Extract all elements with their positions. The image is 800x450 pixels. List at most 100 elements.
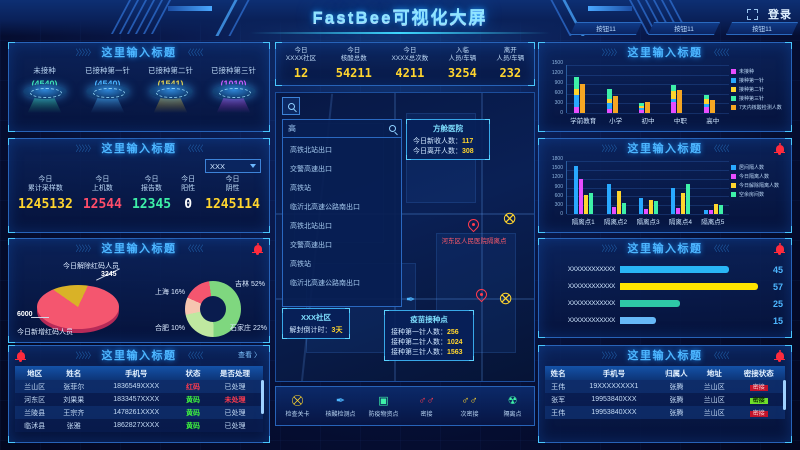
bar[interactable] — [584, 194, 589, 214]
vaccination-pod[interactable]: 未接种 (4540) 5% — [15, 65, 75, 113]
search-result-item[interactable]: 高铁站 — [290, 261, 311, 268]
search-result-item[interactable]: 临沂北高速公路南出口 — [290, 204, 360, 211]
hbar-row[interactable]: XXXXXXXXXXXX 57 — [547, 278, 783, 295]
search-result-item[interactable]: 高铁北站出口 — [290, 147, 332, 154]
legend-item-supplies[interactable]: ▣ 防疫物资点 — [364, 395, 404, 418]
bar[interactable] — [676, 207, 681, 214]
header-tab-3[interactable]: 按钮11 — [726, 22, 798, 35]
bar-group[interactable] — [638, 198, 658, 214]
table-row[interactable]: 兰陵县 王宗齐 1478261XXXX 黄码 已处理 — [15, 406, 263, 419]
login-button[interactable]: 登录 — [768, 9, 792, 21]
bar-group[interactable] — [703, 204, 723, 214]
hospital-info-card[interactable]: 方舱医院 今日新收人数：117 今日离开人数：308 — [406, 119, 490, 160]
header-tab-2[interactable]: 按钮11 — [648, 22, 720, 35]
alarm-bell-icon[interactable] — [774, 243, 785, 255]
table-row[interactable]: 王伟 19953840XXX 张腾 兰山区 密接 — [545, 406, 785, 419]
hbar-row[interactable]: XXXXXXXXXXXX 15 — [547, 312, 783, 329]
search-result-item[interactable]: 临沂北高速公路南出口 — [290, 280, 360, 287]
bar[interactable] — [686, 183, 691, 214]
vaccination-pod[interactable]: 已接种第一针 (4540) 70% — [78, 65, 138, 113]
bar-group[interactable] — [606, 183, 626, 214]
table-row[interactable]: 临沭县 张雅 1862827XXXX 黄码 已处理 — [15, 419, 263, 432]
bar-group[interactable] — [703, 94, 715, 113]
checkpoint-flag-icon[interactable]: ⛒ — [504, 213, 516, 225]
legend-entry[interactable]: 接种第三针 — [731, 94, 785, 103]
bar[interactable] — [606, 89, 612, 113]
map-view[interactable]: 高 高铁北站出口 交警高速出口 高铁站 临沂北高速公路南出口 高铁北站出口 交警… — [275, 92, 535, 382]
search-result-item[interactable]: 高铁站 — [290, 185, 311, 192]
bar-group[interactable] — [671, 85, 683, 113]
bar[interactable] — [653, 200, 658, 214]
bar[interactable] — [718, 205, 723, 214]
table-row[interactable]: 兰山区 张菲尔 1836549XXXX 红码 已处理 — [15, 380, 263, 393]
search-result-item[interactable]: 交警高速出口 — [290, 242, 332, 249]
search-icon[interactable] — [389, 125, 396, 132]
header-tab-1[interactable]: 按钮11 — [570, 22, 642, 35]
legend-item-checkpoint[interactable]: ⛒ 检查关卡 — [278, 395, 318, 418]
bar[interactable] — [616, 191, 621, 214]
vaccination-pod[interactable]: 已接种第三针 (1010) 15% — [204, 65, 264, 113]
bar[interactable] — [709, 99, 715, 113]
search-result-item[interactable]: 高铁北站出口 — [290, 223, 332, 230]
bar[interactable] — [708, 210, 713, 214]
table-row[interactable]: 张军 19953840XXX 张腾 兰山区 密接 — [545, 393, 785, 406]
search-input[interactable]: 高 — [288, 124, 296, 133]
legend-item-secondary-contact[interactable]: ♂♂ 次密接 — [450, 395, 490, 418]
legend-item-quarantine[interactable]: ☢ 隔离点 — [493, 395, 533, 418]
alarm-bell-icon[interactable] — [15, 350, 26, 362]
alarm-bell-icon[interactable] — [252, 243, 263, 255]
legend-entry[interactable]: 7天内核酸检测人数 — [731, 103, 785, 112]
table-row[interactable]: 河东区 刘果果 1833457XXXX 黄码 未处理 — [15, 393, 263, 406]
bar-group[interactable] — [574, 166, 594, 214]
bar-group[interactable] — [638, 102, 650, 113]
bar[interactable] — [644, 102, 650, 113]
hbar-row[interactable]: XXXXXXXXXXXX 45 — [547, 261, 783, 278]
checkpoint-flag-icon[interactable]: ⛒ — [500, 293, 512, 305]
bar[interactable] — [703, 209, 708, 214]
legend-entry[interactable]: 居间隔人数 — [731, 163, 785, 172]
legend-item-test-site[interactable]: ✒ 核酸检测点 — [321, 395, 361, 418]
bar[interactable] — [681, 192, 686, 214]
bar[interactable] — [643, 208, 648, 214]
legend-entry[interactable]: 未接种 — [731, 67, 785, 76]
test-site-icon[interactable]: ✒ — [406, 294, 416, 306]
vaccination-pod[interactable]: 已接种第二针 (1541) 10% — [141, 65, 201, 113]
map-pin-secondary[interactable] — [473, 286, 490, 303]
alarm-bell-icon[interactable] — [774, 350, 785, 362]
bar[interactable] — [703, 94, 709, 113]
bar[interactable] — [677, 89, 683, 113]
bar[interactable] — [612, 95, 618, 113]
hbar-row[interactable]: XXXXXXXXXXXX 25 — [547, 295, 783, 312]
map-pin-quarantine[interactable] — [465, 216, 482, 233]
community-card[interactable]: XXX社区 解封倒计时：3天 — [282, 308, 350, 339]
map-search-box[interactable]: 高 — [283, 120, 401, 138]
legend-entry[interactable]: 接种第一针 — [731, 76, 785, 85]
legend-entry[interactable]: 今日解除隔离人数 — [731, 181, 785, 190]
bar[interactable] — [580, 84, 586, 113]
table-scrollbar[interactable] — [261, 380, 264, 414]
bar[interactable] — [621, 202, 626, 214]
bar-group[interactable] — [671, 183, 691, 214]
bar[interactable] — [579, 178, 584, 214]
legend-item-close-contact[interactable]: ♂♂ 密接 — [407, 395, 447, 418]
table-scrollbar[interactable] — [783, 380, 786, 410]
bar-group[interactable] — [574, 76, 586, 113]
legend-entry[interactable]: 空余房间数 — [731, 190, 785, 199]
bar[interactable] — [638, 103, 644, 113]
bar[interactable] — [611, 206, 616, 214]
bar[interactable] — [648, 199, 653, 214]
bar[interactable] — [589, 192, 594, 214]
bar[interactable] — [638, 198, 643, 214]
legend-entry[interactable]: 接种第二针 — [731, 85, 785, 94]
legend-entry[interactable]: 今日隔离人数 — [731, 172, 785, 181]
table-row[interactable]: 王伟 19XXXXXXXX1 张腾 兰山区 密接 — [545, 380, 785, 393]
vaccine-site-card[interactable]: 疫苗接种点 接种第一针人数：256 接种第二针人数：1024 接种第三针人数：1… — [384, 310, 474, 361]
bar[interactable] — [574, 166, 579, 214]
region-select[interactable]: XXX — [205, 159, 261, 173]
bar[interactable] — [671, 187, 676, 214]
alarm-bell-icon[interactable] — [774, 143, 785, 155]
fullscreen-icon[interactable] — [747, 8, 758, 20]
map-search-button[interactable] — [282, 97, 300, 115]
bar-group[interactable] — [606, 89, 618, 113]
view-more-link[interactable]: 查看 〉 — [238, 352, 261, 359]
